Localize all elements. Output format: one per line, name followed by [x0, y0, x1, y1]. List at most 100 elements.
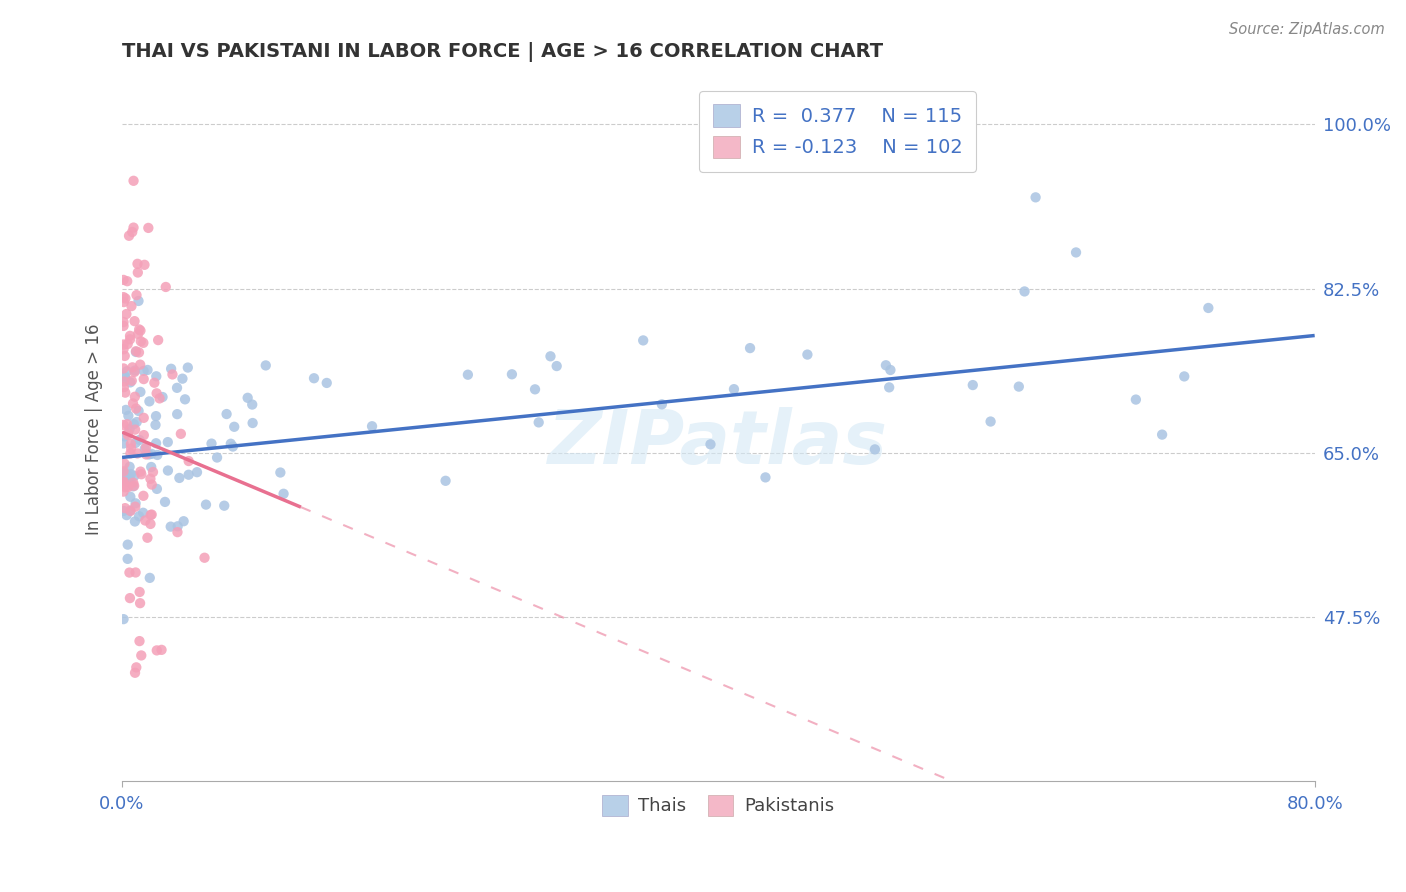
Point: [1008, 379, 1031, 393]
Point: [117, 480, 139, 494]
Point: [540, 349, 562, 363]
Point: [124, 423, 146, 437]
Point: [222, 440, 245, 454]
Point: [159, 519, 181, 533]
Point: [120, 442, 142, 456]
Point: [170, 426, 193, 441]
Point: [124, 363, 146, 377]
Point: [120, 376, 142, 390]
Point: [145, 409, 167, 424]
Point: [120, 437, 142, 451]
Point: [132, 489, 155, 503]
Point: [134, 442, 156, 456]
Point: [114, 371, 136, 385]
Point: [124, 365, 146, 379]
Point: [128, 509, 150, 524]
Point: [117, 337, 139, 351]
Text: ZIPatlas: ZIPatlas: [548, 407, 889, 480]
Point: [139, 516, 162, 531]
Point: [980, 415, 1002, 429]
Point: [122, 479, 145, 493]
Point: [141, 477, 163, 491]
Point: [186, 465, 208, 479]
Point: [501, 368, 523, 382]
Text: THAI VS PAKISTANI IN LABOR FORCE | AGE > 16 CORRELATION CHART: THAI VS PAKISTANI IN LABOR FORCE | AGE >…: [122, 42, 883, 62]
Point: [118, 475, 141, 490]
Point: [195, 498, 218, 512]
Point: [1014, 285, 1036, 299]
Point: [120, 446, 142, 460]
Point: [118, 472, 141, 486]
Point: [112, 380, 135, 394]
Y-axis label: In Labor Force | Age > 16: In Labor Force | Age > 16: [86, 324, 103, 535]
Point: [122, 417, 145, 431]
Point: [434, 474, 457, 488]
Point: [215, 407, 238, 421]
Point: [166, 381, 188, 395]
Point: [118, 422, 141, 436]
Point: [546, 359, 568, 373]
Point: [117, 468, 139, 483]
Point: [146, 333, 169, 347]
Point: [118, 459, 141, 474]
Point: [120, 467, 142, 482]
Point: [124, 390, 146, 404]
Point: [1152, 427, 1174, 442]
Point: [112, 464, 135, 478]
Point: [219, 436, 242, 450]
Point: [128, 585, 150, 599]
Point: [141, 508, 163, 522]
Point: [135, 447, 157, 461]
Point: [160, 361, 183, 376]
Point: [112, 295, 135, 310]
Point: [134, 258, 156, 272]
Point: [129, 596, 152, 610]
Point: [200, 436, 222, 450]
Point: [224, 419, 246, 434]
Point: [121, 374, 143, 388]
Point: [128, 345, 150, 359]
Point: [135, 441, 157, 455]
Point: [117, 428, 139, 442]
Point: [156, 464, 179, 478]
Point: [1197, 301, 1219, 315]
Point: [302, 371, 325, 385]
Point: [112, 290, 135, 304]
Point: [112, 315, 135, 329]
Point: [112, 475, 135, 489]
Point: [114, 349, 136, 363]
Point: [128, 322, 150, 336]
Point: [112, 273, 135, 287]
Point: [114, 385, 136, 400]
Point: [124, 314, 146, 328]
Point: [118, 228, 141, 243]
Point: [141, 447, 163, 461]
Point: [796, 348, 818, 362]
Point: [118, 329, 141, 343]
Point: [122, 479, 145, 493]
Point: [129, 324, 152, 338]
Point: [136, 531, 159, 545]
Point: [128, 634, 150, 648]
Point: [150, 643, 173, 657]
Point: [115, 364, 138, 378]
Point: [112, 484, 135, 499]
Point: [136, 363, 159, 377]
Point: [112, 466, 135, 480]
Point: [145, 369, 167, 384]
Point: [115, 403, 138, 417]
Point: [166, 407, 188, 421]
Point: [117, 426, 139, 441]
Point: [631, 334, 654, 348]
Point: [879, 363, 901, 377]
Point: [863, 442, 886, 457]
Point: [114, 501, 136, 516]
Point: [125, 415, 148, 429]
Point: [131, 467, 153, 482]
Point: [129, 384, 152, 399]
Point: [173, 514, 195, 528]
Point: [738, 341, 761, 355]
Point: [127, 446, 149, 460]
Point: [112, 417, 135, 432]
Point: [138, 221, 160, 235]
